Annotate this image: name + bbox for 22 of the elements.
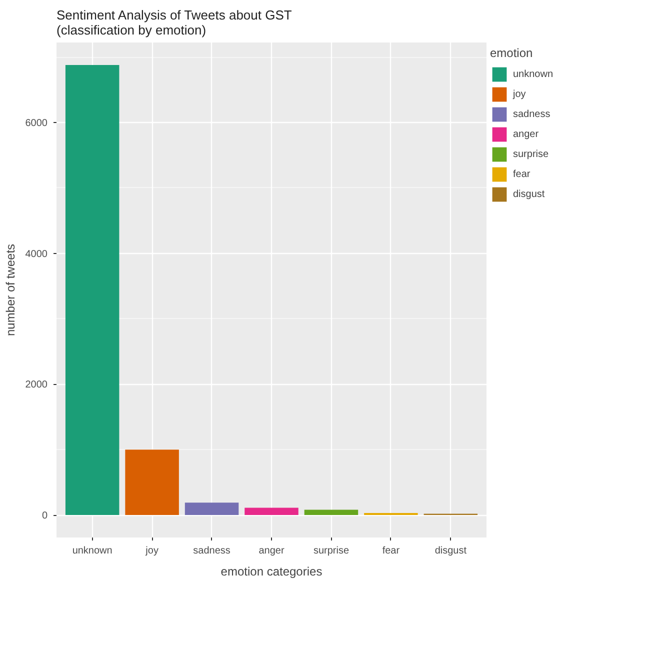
legend-label: fear [513,168,532,182]
x-tick-label: disgust [434,546,467,556]
legend-label: anger [513,128,539,142]
legend-title: emotion [490,46,534,60]
x-tick-label: sadness [193,546,230,556]
y-axis-title: number of tweets [3,244,18,336]
legend-label: surprise [513,148,549,162]
legend-label: unknown [513,68,554,82]
legend-label: joy [513,88,527,102]
y-tick-label: 4000 [25,248,48,260]
legend-label: sadness [513,108,550,122]
y-tick-label: 2000 [25,380,48,391]
x-tick-label: fear [382,546,400,556]
y-tick-label: 0 [42,510,48,522]
x-tick-label: anger [258,546,285,556]
x-tick-label: unknown [72,546,112,556]
y-tick-label: 6000 [25,118,48,130]
x-tick-label: joy [144,546,158,556]
legend-label: disgust [513,188,545,202]
chart-title: Sentiment Analysis of Tweets about GST (classification by emotion) [56,8,292,38]
x-tick-label: surprise [313,546,350,556]
x-axis-title: emotion categories [220,564,322,578]
